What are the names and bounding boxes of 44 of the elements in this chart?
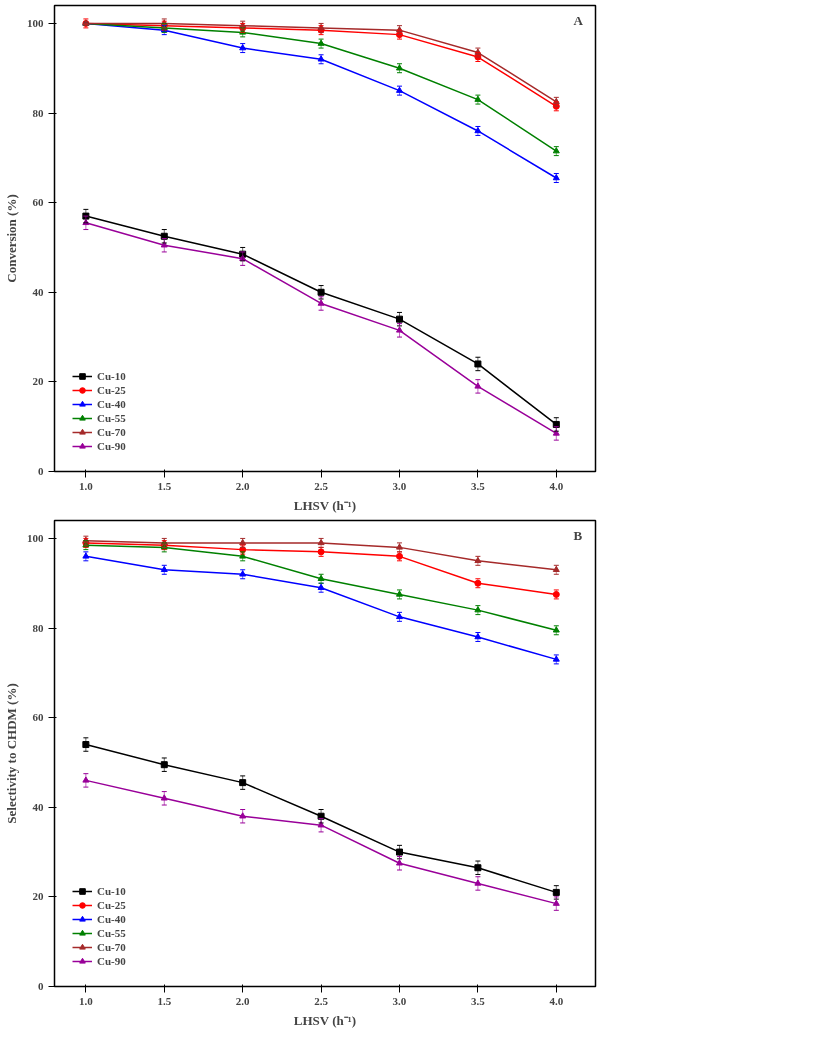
legend-label: Cu-90 [97,439,126,453]
y-tick-label: 40 [32,800,44,813]
x-tick-label: 4.0 [549,479,564,492]
y-tick-label: 60 [32,711,44,724]
legend-label: Cu-25 [97,898,126,912]
x-tick-label: 2.0 [235,479,251,492]
x-axis-title: LHSV (h⁻¹) [293,497,356,513]
y-tick-label: 40 [32,285,44,298]
legend-label: Cu-70 [97,425,126,439]
y-tick-label: 80 [32,621,44,634]
x-tick-label: 1.5 [157,479,172,492]
x-tick-label: 3.5 [471,479,486,492]
x-tick-label: 1.5 [157,994,172,1007]
y-axis-title: Conversion (%) [4,194,19,283]
legend-label: Cu-25 [97,383,126,397]
legend-label: Cu-40 [97,912,126,926]
y-tick-label: 100 [27,16,44,29]
legend-label: Cu-55 [97,411,126,425]
annotation: A [573,12,584,28]
legend-label: Cu-10 [97,884,126,898]
y-tick-label: 0 [38,980,44,992]
y-tick-label: 80 [32,106,44,119]
x-tick-label: 4.0 [549,994,564,1007]
y-tick-label: 20 [32,375,44,388]
annotation: B [573,527,583,543]
x-axis-title: LHSV (h⁻¹) [293,1012,356,1028]
x-tick-label: 1.0 [78,479,94,492]
x-tick-label: 2.5 [314,994,329,1007]
legend-label: Cu-55 [97,926,126,940]
x-tick-label: 1.0 [78,994,94,1007]
x-tick-label: 3.0 [392,479,407,492]
y-tick-label: 0 [38,465,44,477]
x-tick-label: 2.5 [314,479,329,492]
legend-label: Cu-90 [97,954,126,968]
y-tick-label: 20 [32,890,44,903]
legend-label: Cu-40 [97,397,126,411]
x-tick-label: 3.0 [392,994,407,1007]
x-tick-label: 2.0 [235,994,251,1007]
y-axis-title: Selectivity to CHDM (%) [4,683,19,824]
x-tick-label: 3.5 [471,994,486,1007]
legend-label: Cu-70 [97,940,126,954]
y-tick-label: 100 [27,531,44,544]
legend-label: Cu-10 [97,369,126,383]
y-tick-label: 60 [32,196,44,209]
